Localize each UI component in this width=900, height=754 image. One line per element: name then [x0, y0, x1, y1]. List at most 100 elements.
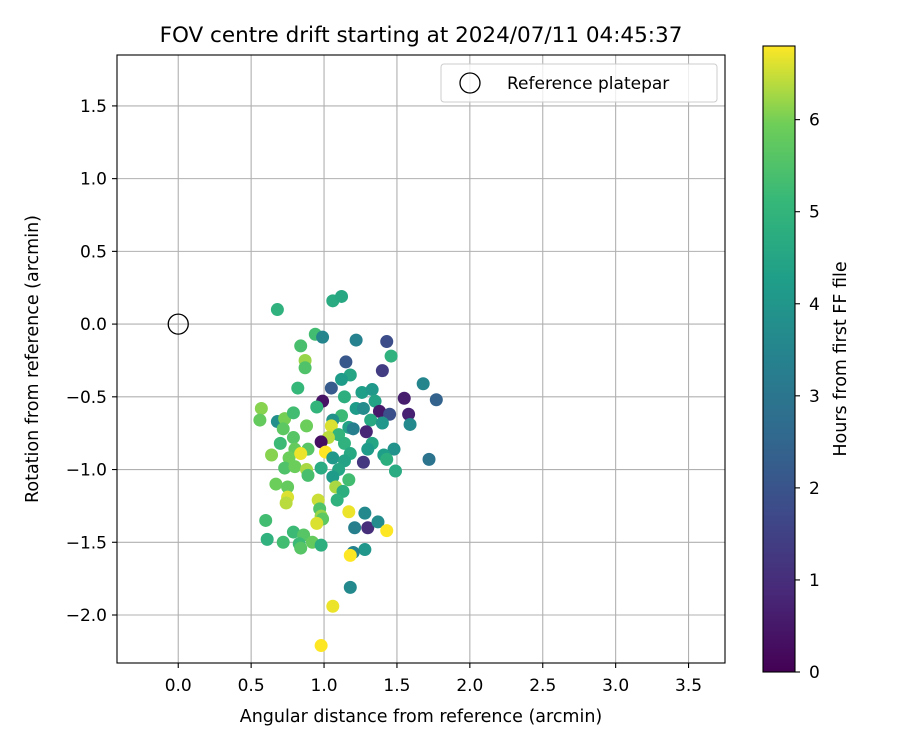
data-point: [384, 349, 398, 363]
data-point: [253, 413, 267, 427]
y-tick-label: 0.5: [80, 242, 107, 262]
data-point: [339, 355, 353, 369]
data-point: [300, 419, 314, 433]
data-point: [286, 431, 300, 445]
data-point: [310, 400, 324, 414]
x-tick-label: 1.0: [311, 676, 338, 696]
data-point: [361, 442, 375, 456]
data-point: [314, 461, 328, 475]
colorbar-label: Hours from first FF file: [831, 261, 851, 456]
legend-label: Reference platepar: [507, 74, 669, 94]
plot-frame: [116, 54, 726, 664]
data-point: [358, 506, 372, 520]
data-point: [335, 372, 349, 386]
data-point: [314, 639, 328, 653]
data-point: [361, 521, 375, 535]
data-point: [380, 335, 394, 349]
data-point: [375, 364, 389, 378]
colorbar-tick-label: 6: [809, 111, 820, 131]
y-tick-label: −2.0: [66, 606, 107, 626]
reference-platepar-marker: [167, 313, 189, 335]
data-point: [348, 521, 362, 535]
y-tick-label: 1.5: [80, 97, 107, 117]
colorbar-gradient: [763, 46, 795, 672]
data-point: [276, 422, 290, 436]
data-point: [269, 477, 283, 491]
x-tick-label: 0.0: [165, 676, 192, 696]
data-point: [270, 303, 284, 317]
colorbar-ticks: 0 1 2 3 4 5 6: [795, 111, 820, 683]
data-point: [387, 442, 401, 456]
data-point: [416, 377, 430, 391]
x-tick-label: 3.0: [602, 676, 629, 696]
data-point: [278, 461, 292, 475]
data-point: [254, 401, 268, 415]
data-point: [335, 289, 349, 303]
data-point: [371, 515, 385, 529]
data-point: [380, 524, 394, 538]
data-point: [298, 361, 312, 375]
data-point: [259, 513, 273, 527]
data-point: [346, 422, 360, 436]
data-point: [342, 473, 356, 487]
y-tick-label: −1.5: [66, 533, 107, 553]
data-point: [291, 381, 305, 395]
data-point: [343, 580, 357, 594]
data-point: [276, 535, 290, 549]
data-point: [286, 525, 300, 539]
data-point: [388, 464, 402, 478]
data-point: [372, 404, 386, 418]
plot-area: [117, 55, 725, 663]
x-axis-label: Angular distance from reference (arcmin): [240, 707, 603, 727]
y-tick-label: 0.0: [80, 315, 107, 335]
data-point: [279, 496, 293, 510]
legend: Reference platepar: [440, 63, 718, 103]
data-point: [294, 541, 308, 555]
x-tick-label: 2.5: [529, 676, 556, 696]
data-point: [294, 447, 308, 461]
x-axis-ticks: 0.0 0.5 1.0 1.5 2.0 2.5 3.0 3.5: [165, 663, 702, 696]
data-point: [337, 436, 351, 450]
data-point: [356, 455, 370, 469]
y-axis-label: Rotation from reference (arcmin): [23, 215, 43, 503]
data-point: [365, 383, 379, 397]
data-point: [349, 333, 363, 347]
data-point: [375, 416, 389, 430]
data-point: [324, 419, 338, 433]
data-point: [316, 330, 330, 344]
data-point: [260, 532, 274, 546]
chart-title: FOV centre drift starting at 2024/07/11 …: [160, 23, 683, 48]
colorbar-frame: [762, 45, 796, 673]
y-axis-ticks: 1.5 1.0 0.5 0.0 −0.5 −1.0 −1.5 −2.0: [66, 97, 117, 626]
x-tick-label: 1.5: [383, 676, 410, 696]
data-point: [324, 381, 338, 395]
x-tick-label: 2.0: [456, 676, 483, 696]
colorbar-tick-label: 3: [809, 387, 820, 407]
data-point: [359, 425, 373, 439]
colorbar-tick-label: 4: [809, 295, 820, 315]
data-point: [326, 599, 340, 613]
grid-lines: [117, 55, 725, 663]
data-point: [364, 413, 378, 427]
data-point: [383, 407, 397, 421]
data-point: [342, 505, 356, 519]
data-point: [314, 538, 328, 552]
data-point: [356, 401, 370, 415]
data-points: [253, 289, 443, 653]
y-tick-label: 1.0: [80, 170, 107, 190]
colorbar: 0 1 2 3 4 5 6 Hours from first FF file: [762, 45, 851, 683]
data-point: [294, 339, 308, 353]
legend-box: [440, 63, 718, 103]
data-point: [380, 452, 394, 466]
data-point: [314, 435, 328, 449]
data-point: [429, 393, 443, 407]
data-point: [301, 468, 315, 482]
data-point: [326, 451, 340, 465]
data-point: [355, 385, 369, 399]
data-point: [403, 417, 417, 431]
data-point: [397, 391, 411, 405]
data-point: [288, 460, 302, 474]
colorbar-tick-label: 5: [809, 203, 820, 223]
